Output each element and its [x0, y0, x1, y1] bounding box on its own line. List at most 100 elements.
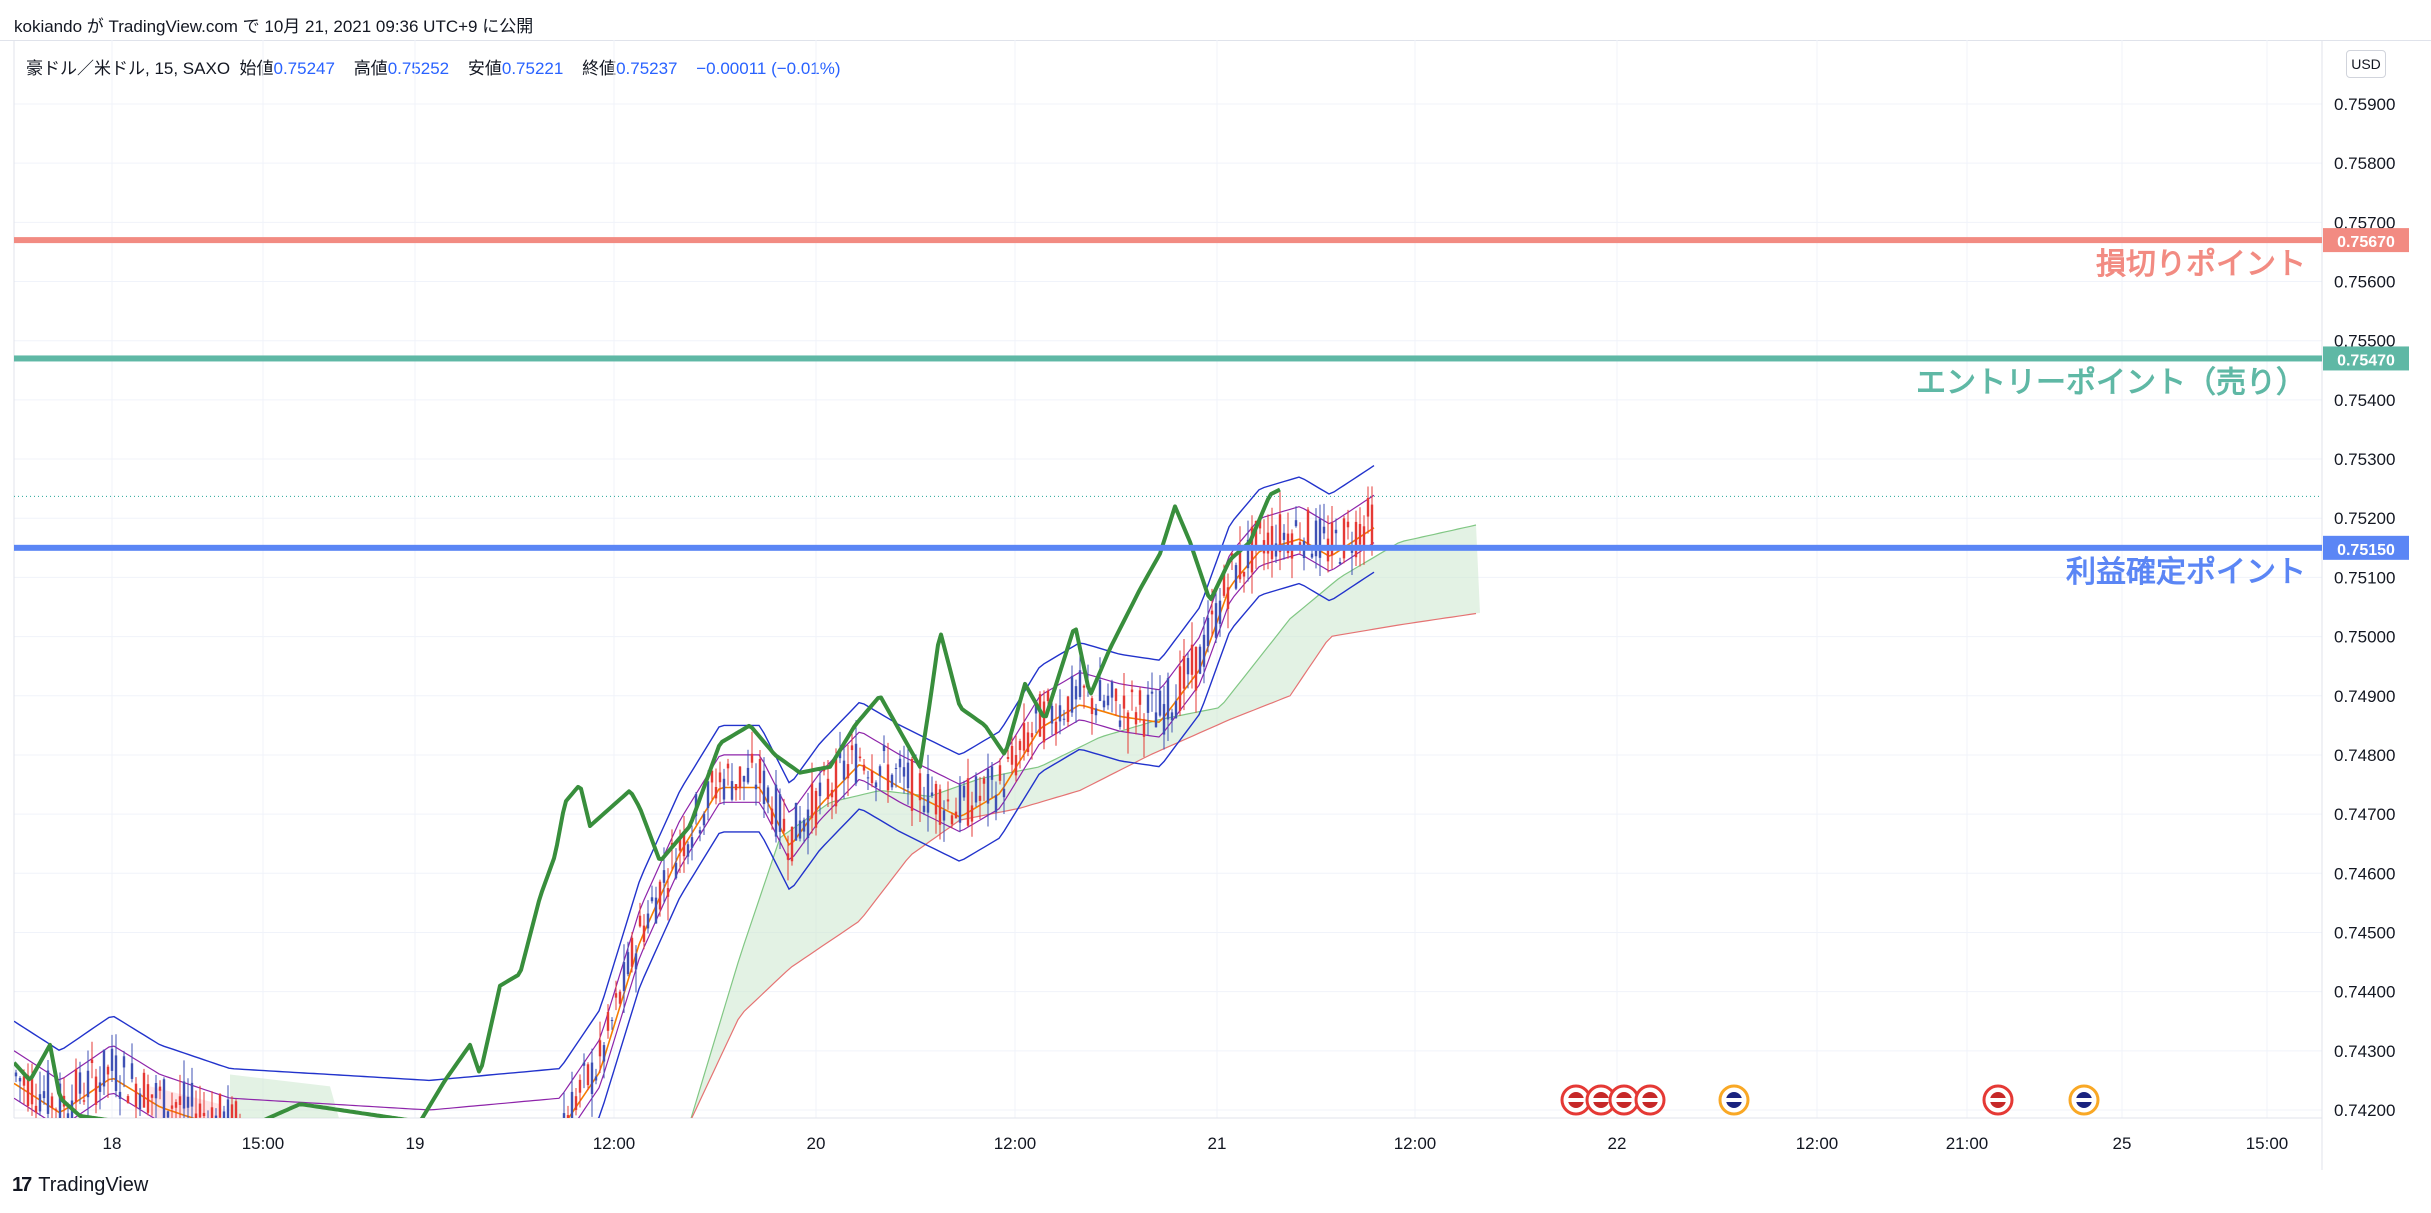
candle-body [186, 1096, 190, 1108]
candle-body [582, 1062, 586, 1066]
candle-body [730, 781, 734, 800]
symbol-label[interactable]: 豪ドル／米ドル, 15, SAXO [26, 59, 231, 78]
candle-body [106, 1066, 110, 1075]
candle-body [178, 1096, 182, 1105]
candle-body [1026, 732, 1030, 753]
candle-body [634, 953, 638, 970]
level-label-0: 損切りポイント [2096, 247, 2306, 282]
candle-body [1150, 691, 1154, 694]
candle-body [1218, 600, 1222, 624]
candle-body [826, 778, 830, 799]
candle-body [1318, 518, 1322, 558]
candle-body [86, 1070, 90, 1098]
candle-body [994, 795, 998, 813]
candle-body [726, 763, 730, 769]
candle-body [834, 755, 838, 807]
candle-body [1370, 504, 1374, 546]
price-tag-0: 0.75670 [2337, 234, 2395, 251]
candle-body [1170, 712, 1174, 721]
bollinger-lower [597, 571, 1375, 1118]
close-label: 終値 [582, 59, 617, 78]
x-tick-label: 12:00 [1394, 1134, 1437, 1153]
candle-body [1314, 520, 1318, 557]
candle-body [1330, 522, 1334, 556]
low-label: 安値 [467, 59, 502, 78]
candle-body [1070, 675, 1074, 713]
candle-body [1246, 539, 1250, 569]
candle-body [1066, 696, 1070, 722]
candle-body [154, 1082, 158, 1099]
candle-body [1286, 533, 1290, 554]
candle-body [218, 1093, 222, 1118]
candle-body [126, 1096, 130, 1104]
level-label-1: エントリーポイント（売り） [1916, 365, 2306, 400]
candle-body [202, 1112, 206, 1117]
y-tick-label: 0.75600 [2334, 273, 2395, 292]
candle-body [1018, 741, 1022, 751]
candle-body [894, 767, 898, 769]
candle-body [214, 1115, 218, 1118]
candle-body [1118, 720, 1122, 727]
price-chart[interactable]: 0.759000.758000.757000.756000.755000.754… [0, 40, 2431, 1170]
x-tick-label: 19 [406, 1134, 425, 1153]
candle-body [778, 794, 782, 832]
candle-body [1186, 657, 1190, 675]
change-value: −0.00011 (−0.01%) [696, 59, 841, 78]
candle-body [1334, 529, 1338, 534]
candle-body [878, 766, 882, 776]
close-value: 0.75237 [616, 59, 678, 78]
price-tag-2: 0.75150 [2337, 542, 2395, 559]
candle-body [798, 820, 802, 839]
candle-body [118, 1091, 122, 1099]
moving-average-line [14, 527, 1375, 1118]
x-tick-label: 22 [1608, 1134, 1627, 1153]
y-tick-label: 0.74200 [2334, 1101, 2395, 1120]
candle-body [766, 787, 770, 803]
y-tick-label: 0.75700 [2334, 213, 2395, 232]
candle-body [566, 1115, 570, 1118]
candle-body [110, 1048, 114, 1071]
candle-body [930, 792, 934, 796]
currency-button[interactable]: USD [2346, 50, 2386, 78]
candle-body [998, 765, 1002, 781]
candle-body [1258, 520, 1262, 529]
candle-body [1090, 698, 1094, 715]
high-label: 高値 [353, 59, 388, 78]
candle-body [814, 790, 818, 828]
candle-body [830, 789, 834, 798]
senkou-a-line [690, 524, 1477, 1118]
candle-body [942, 810, 946, 821]
candle-body [602, 1045, 606, 1062]
candle-body [974, 776, 978, 803]
candle-body [586, 1064, 590, 1086]
candle-body [718, 772, 722, 783]
candle-body [854, 743, 858, 784]
candle-body [1198, 646, 1202, 674]
ohlc-legend: 豪ドル／米ドル, 15, SAXO 始値0.75247 高値0.75252 安値… [26, 54, 855, 79]
candle-body [1038, 694, 1042, 737]
candle-body [818, 782, 822, 797]
y-tick-label: 0.74600 [2334, 864, 2395, 883]
candle-body [610, 1020, 614, 1022]
candle-body [1034, 702, 1038, 714]
candle-body [606, 1012, 610, 1031]
candle-body [594, 1076, 598, 1081]
candle-body [1054, 721, 1058, 735]
candle-body [638, 915, 642, 927]
candle-body [574, 1096, 578, 1110]
candle-body [954, 811, 958, 819]
candle-body [1142, 719, 1146, 737]
price-tag-bg-2 [2323, 535, 2409, 560]
candle-body [82, 1100, 86, 1102]
candle-body [746, 767, 750, 783]
candle-body [1190, 644, 1194, 675]
candle-body [962, 785, 966, 798]
y-tick-label: 0.74900 [2334, 687, 2395, 706]
candle-body [34, 1105, 38, 1113]
price-tag-1: 0.75470 [2337, 352, 2395, 369]
candle-body [658, 881, 662, 910]
candle-body [1126, 712, 1130, 732]
candle-body [1122, 695, 1126, 709]
candle-body [966, 778, 970, 826]
x-tick-label: 25 [2113, 1134, 2132, 1153]
